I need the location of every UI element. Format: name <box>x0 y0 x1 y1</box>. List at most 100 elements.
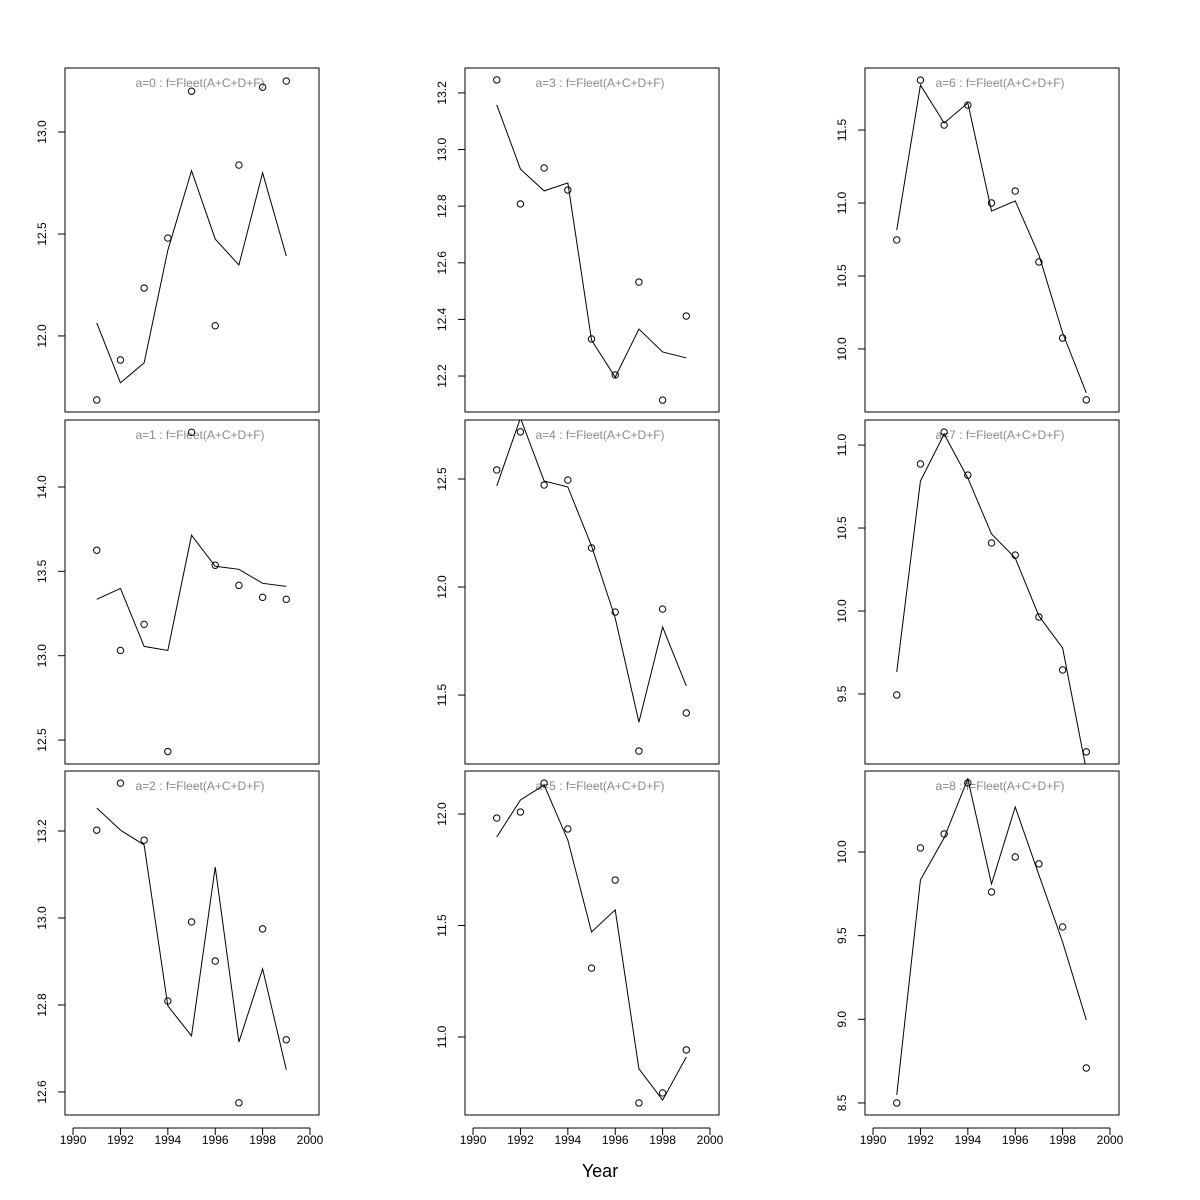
observed-point <box>93 396 101 404</box>
observed-point <box>635 747 643 755</box>
y-tick-label: 12.2 <box>435 364 449 388</box>
observed-point <box>916 460 925 468</box>
y-tick-label: 10.0 <box>835 840 849 864</box>
x-tick-label: 1992 <box>907 1133 934 1147</box>
panel: a=1 : f=Fleet(A+C+D+F) 12.5 13.0 13.5 14.0 <box>35 419 320 765</box>
y-tick-label: 11.5 <box>435 684 449 707</box>
plot-area <box>493 779 691 1107</box>
observed-point <box>140 620 148 629</box>
x-tick-label: 1990 <box>860 1133 887 1147</box>
observed-point <box>493 814 501 822</box>
fitted-line <box>896 433 1086 764</box>
observed-point <box>893 691 901 699</box>
panel-frame <box>864 419 1120 765</box>
observed-point <box>164 747 172 756</box>
y-tick-label: 10.0 <box>835 337 849 361</box>
observed-point <box>282 1036 291 1044</box>
observed-point <box>1035 613 1043 621</box>
panel-title: a=7 : f=Fleet(A+C+D+F) <box>935 428 1064 442</box>
y-tick-label: 9.5 <box>835 927 849 944</box>
y-tick-label: 9.0 <box>835 1011 849 1028</box>
panel-frame <box>864 67 1120 413</box>
observed-point <box>1082 748 1091 756</box>
y-tick-label: 13.0 <box>35 120 49 144</box>
x-tick-label: 1996 <box>1002 1133 1029 1147</box>
y-tick-label: 12.0 <box>435 575 449 599</box>
panel: a=3 : f=Fleet(A+C+D+F) 12.2 12.4 12.6 12.8 13… <box>435 67 720 413</box>
observed-point <box>1035 860 1043 868</box>
observed-point <box>140 284 148 292</box>
observed-point <box>258 925 267 933</box>
observed-point <box>682 709 691 717</box>
observed-point <box>987 199 996 207</box>
observed-point <box>916 76 925 84</box>
observed-point <box>116 356 125 364</box>
observed-point <box>987 539 996 547</box>
observed-point <box>258 83 267 91</box>
fitted-line <box>896 83 1087 394</box>
y-tick-label: 13.0 <box>35 906 49 930</box>
observed-point <box>658 396 667 404</box>
panel-title: a=5 : f=Fleet(A+C+D+F) <box>535 779 664 793</box>
x-tick-label: 1996 <box>202 1133 229 1147</box>
x-tick-label: 1998 <box>1049 1133 1076 1147</box>
observed-point <box>93 546 101 554</box>
y-tick-label: 12.0 <box>35 324 49 348</box>
fitted-line <box>496 420 687 723</box>
panel-frame <box>864 770 1120 1116</box>
x-tick-label: 1996 <box>602 1133 629 1147</box>
y-tick-label: 12.5 <box>35 728 49 752</box>
observed-point <box>282 595 291 604</box>
panel-title: a=8 : f=Fleet(A+C+D+F) <box>935 779 1064 793</box>
observed-point <box>140 836 148 844</box>
observed-point <box>1058 923 1067 931</box>
observed-point <box>635 278 643 286</box>
observed-point <box>540 481 548 489</box>
x-tick-label: 1994 <box>554 1133 581 1147</box>
y-tick-label: 11.0 <box>835 191 849 214</box>
plot-area <box>893 76 1091 404</box>
fitted-line <box>96 807 287 1070</box>
observed-point <box>235 581 243 590</box>
plot-area <box>493 76 691 404</box>
y-tick-label: 11.5 <box>435 914 449 937</box>
y-tick-label: 13.2 <box>435 81 449 105</box>
observed-point <box>658 605 667 613</box>
panel: a=6 : f=Fleet(A+C+D+F) 10.0 10.5 11.0 11.5 <box>835 67 1120 413</box>
observed-point <box>940 121 948 129</box>
y-tick-label: 9.5 <box>835 685 849 702</box>
y-tick-label: 13.5 <box>35 559 49 583</box>
observed-point <box>116 779 125 787</box>
observed-point <box>587 335 596 343</box>
panel-title: a=3 : f=Fleet(A+C+D+F) <box>535 76 664 90</box>
observed-point <box>187 87 196 95</box>
plot-area <box>93 428 291 756</box>
y-tick-label: 12.5 <box>435 467 449 491</box>
observed-point <box>187 918 196 926</box>
observed-point <box>964 101 972 109</box>
observed-point <box>1011 853 1019 861</box>
observed-point <box>611 371 619 379</box>
observed-point <box>1011 187 1019 195</box>
y-tick-label: 10.5 <box>835 264 849 288</box>
panel: a=2 : f=Fleet(A+C+D+F) 12.6 12.8 13.0 13.2 19… <box>35 770 324 1147</box>
x-tick-label: 2000 <box>697 1133 724 1147</box>
observed-point <box>564 825 572 833</box>
y-tick-label: 11.0 <box>835 434 849 457</box>
y-tick-label: 12.4 <box>435 307 449 331</box>
observed-point <box>564 186 572 194</box>
y-tick-label: 12.6 <box>435 251 449 275</box>
panel: a=4 : f=Fleet(A+C+D+F) 11.5 12.0 12.5 <box>435 419 720 765</box>
x-tick-label: 1994 <box>954 1133 981 1147</box>
y-tick-label: 12.8 <box>35 993 49 1017</box>
observed-point <box>493 466 501 474</box>
fitted-line <box>496 104 687 379</box>
y-tick-label: 13.0 <box>435 138 449 162</box>
fitted-line <box>96 534 287 652</box>
observed-point <box>1058 666 1067 674</box>
observed-point <box>987 888 996 896</box>
y-tick-label: 10.0 <box>835 599 849 623</box>
x-tick-label: 1990 <box>60 1133 87 1147</box>
x-tick-label: 1990 <box>460 1133 487 1147</box>
